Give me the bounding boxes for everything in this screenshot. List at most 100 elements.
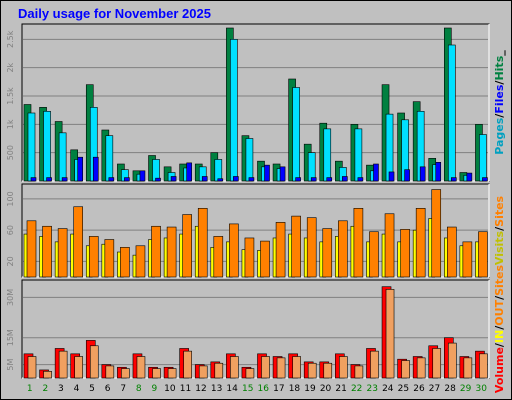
sites-bar (260, 240, 270, 278)
visits-panel-ytick-label: 100 (6, 191, 15, 206)
sites-bar (369, 231, 379, 278)
pages-bar (342, 176, 348, 182)
x-tick-label: 5 (89, 384, 95, 394)
files-bar (307, 152, 316, 182)
volume-panel-ytick-label: 30M (6, 289, 15, 306)
volume-panel-legend-entry: IN (493, 330, 506, 343)
files-bar (27, 112, 36, 182)
files-bar (105, 135, 114, 182)
visits-panel-ytick-label: 60 (6, 225, 15, 235)
x-tick-label: 20 (320, 384, 332, 394)
visits-panel-ytick-label: 20 (6, 256, 15, 266)
pages-bar (450, 177, 457, 182)
visits-panel-legend-entry: Visits (493, 230, 506, 265)
sites-bar (338, 220, 348, 278)
pages-bar (295, 177, 301, 182)
x-tick-label: 9 (151, 384, 157, 394)
x-tick-label: 11 (180, 384, 191, 394)
pages-bar (77, 156, 83, 182)
pages-bar (61, 177, 68, 182)
volume-panel-legend-entry: / (493, 325, 506, 330)
hits-panel-ytick-label: 500 (6, 145, 15, 160)
files-bar (214, 159, 223, 182)
out-bar (416, 357, 426, 379)
pages-bar (170, 176, 177, 182)
sites-bar (88, 236, 99, 278)
out-bar (183, 350, 192, 379)
out-bar (58, 350, 68, 379)
sites-bar (166, 226, 177, 278)
out-bar (198, 365, 208, 379)
x-tick-label: 23 (367, 384, 378, 394)
out-bar (136, 356, 146, 379)
out-bar (27, 356, 37, 379)
x-tick-label: 10 (164, 384, 176, 394)
sites-bar (73, 206, 83, 278)
volume-panel-ytick-label: 5M (6, 358, 15, 370)
volume-panel-ytick-label: 15M (6, 329, 15, 346)
files-bar (323, 128, 332, 182)
sites-bar (135, 245, 146, 278)
visits-panel-legend-entry: Sites (493, 195, 506, 226)
pages-bar (326, 177, 333, 182)
chart-title: Daily usage for November 2025 (18, 6, 211, 21)
pages-bar (217, 178, 224, 182)
pages-bar (248, 177, 255, 182)
files-bar (58, 132, 67, 182)
sites-bar (478, 231, 488, 278)
pages-bar (264, 164, 270, 182)
files-bar (447, 44, 456, 182)
x-tick-label: 26 (413, 384, 425, 394)
x-tick-label: 17 (273, 384, 284, 394)
sites-bar (431, 189, 442, 278)
sites-bar (229, 223, 239, 278)
sites-bar (42, 225, 52, 278)
files-bar (43, 111, 51, 182)
pages-bar (186, 162, 192, 182)
out-bar (479, 353, 488, 379)
x-tick-label: 30 (475, 384, 487, 394)
sites-bar (275, 222, 286, 278)
pages-bar (404, 169, 410, 182)
sites-bar (384, 213, 395, 278)
sites-bar (197, 207, 208, 278)
x-tick-label: 6 (105, 384, 111, 394)
out-bar (292, 356, 301, 379)
pages-bar (373, 163, 379, 182)
hits-panel-legend: Pages/Files/Hits_ (493, 50, 506, 155)
x-tick-label: 15 (242, 384, 253, 394)
files-bar (354, 128, 363, 182)
sites-bar (353, 207, 364, 278)
sites-bar (322, 228, 333, 278)
out-bar (339, 356, 348, 379)
pages-bar (233, 176, 239, 182)
out-bar (214, 362, 224, 379)
pages-bar (46, 177, 52, 182)
x-tick-label: 21 (335, 384, 346, 394)
hits-panel-ytick-label: 1k (6, 119, 15, 129)
visits-panel-legend-entry: / (493, 226, 506, 231)
out-bar (323, 362, 333, 379)
files-bar (292, 87, 300, 182)
pages-bar (419, 166, 426, 182)
out-bar (245, 368, 255, 379)
pages-bar (466, 172, 473, 182)
x-tick-label: 25 (398, 384, 409, 394)
x-tick-label: 27 (429, 384, 440, 394)
x-tick-label: 18 (289, 384, 301, 394)
sites-bar (26, 220, 37, 278)
out-bar (89, 345, 99, 379)
hits-panel-legend-entry: / (493, 80, 506, 85)
pages-bar (139, 170, 146, 182)
hits-panel-frame (21, 23, 490, 182)
hits-panel-legend-entry: Pages (493, 117, 506, 155)
pages-bar (482, 177, 488, 182)
out-bar (121, 368, 130, 379)
out-bar (43, 370, 52, 379)
x-tick-label: 1 (27, 384, 33, 394)
out-bar (230, 356, 239, 379)
pages-bar (92, 156, 99, 182)
x-tick-label: 22 (351, 384, 362, 394)
sites-bar (291, 215, 301, 278)
